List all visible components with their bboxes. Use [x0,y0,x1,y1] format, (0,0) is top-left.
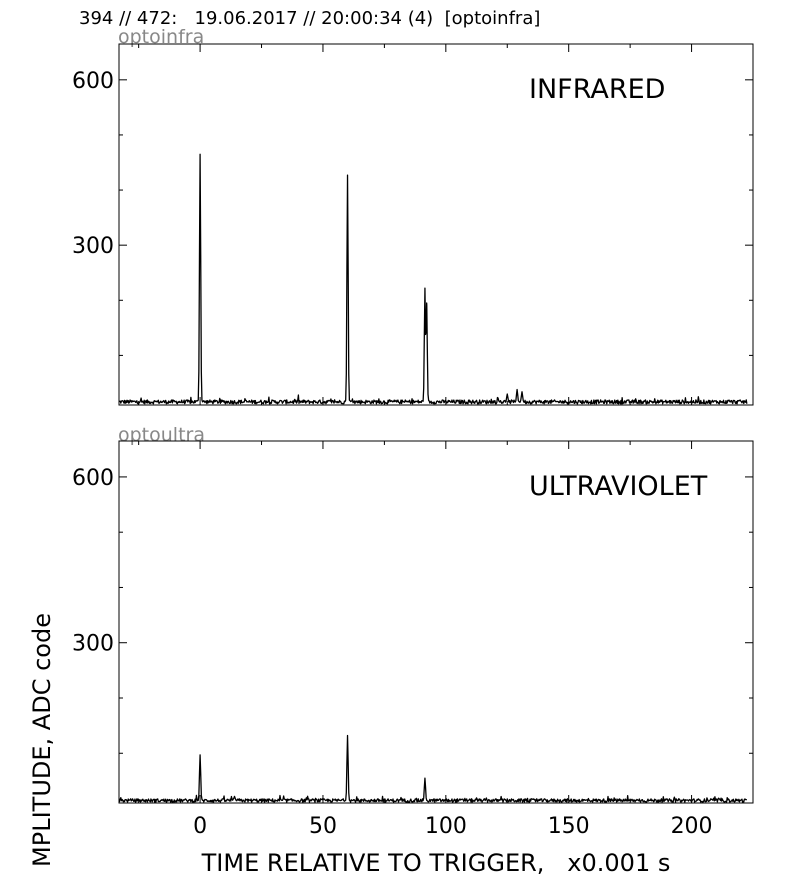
y-tick-label: 300 [72,234,114,259]
y-tick-label: 300 [72,632,114,657]
plot-frame [118,440,754,804]
plot-frame [118,43,754,406]
x-tick-label: 50 [309,814,337,839]
header-title: 394 // 472: 19.06.2017 // 20:00:34 (4) [… [79,8,541,29]
ultraviolet-panel: 300 600 0 50 100 150 200 ULTRAVIOLET [72,440,754,839]
x-tick-label: 0 [193,814,207,839]
infrared-panel: 300 600 INFRARED [72,43,754,406]
x-tick-label: 200 [671,814,713,839]
x-tick-label: 150 [548,814,590,839]
y-tick-label: 600 [72,466,114,491]
x-axis-label: TIME RELATIVE TO TRIGGER, x0.001 s [201,849,671,877]
panel-title: ULTRAVIOLET [529,471,708,502]
x-tick-label: 100 [425,814,467,839]
signal-trace [118,734,747,803]
panel-title: INFRARED [529,74,665,105]
y-axis-label: MPLITUDE, ADC code [28,613,56,867]
signal-trace [118,153,748,405]
source-label-infrared: optoinfra [118,26,205,48]
y-tick-label: 600 [72,69,114,94]
